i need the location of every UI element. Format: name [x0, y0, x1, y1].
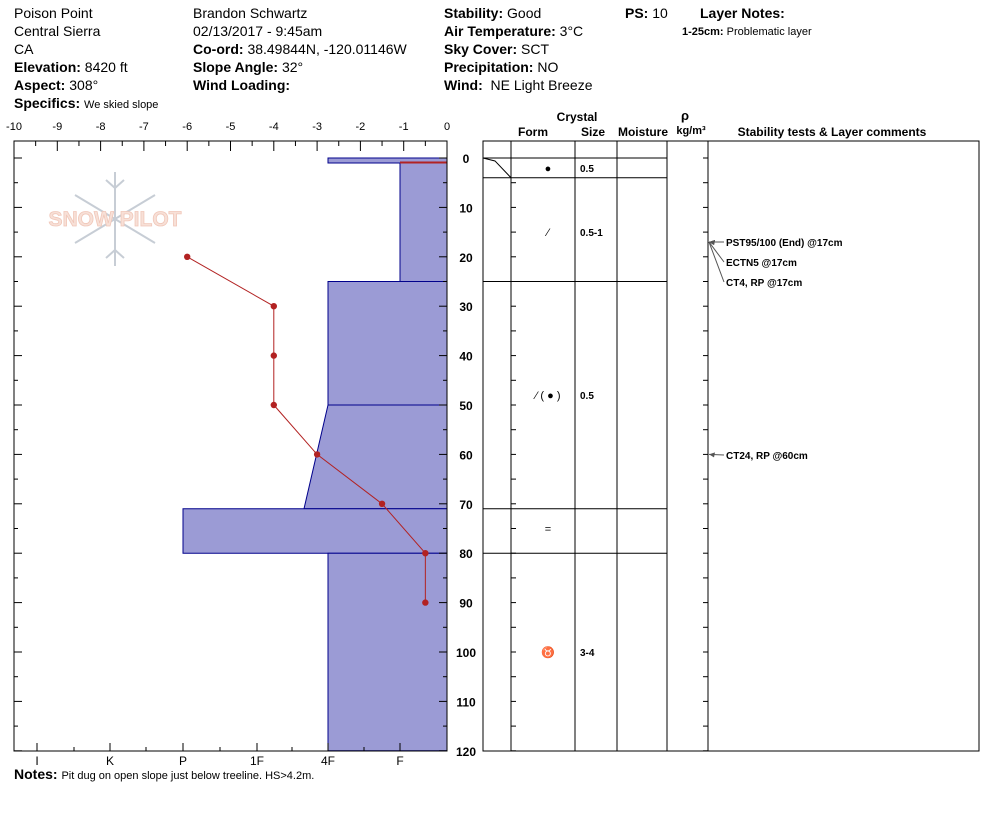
temperature-axis: -10 -9 -8 -7 -6 -5 -4 -3 -2 -1 0 — [6, 121, 450, 151]
temperature-tick-label: -10 — [6, 121, 22, 133]
stability-test-pointer — [709, 242, 724, 282]
hardness-layer — [400, 163, 447, 282]
temperature-tick-label: -7 — [139, 121, 149, 133]
crystal-header: Crystal — [557, 110, 598, 124]
hardness-tick-label: 1F — [250, 754, 264, 768]
crystal-size: 0.5-1 — [580, 228, 603, 239]
temperature-tick-label: -6 — [182, 121, 192, 133]
depth-tick-label: 10 — [459, 201, 473, 215]
depth-tick-label: 60 — [459, 448, 473, 462]
crystal-form: ● — [545, 163, 552, 175]
depth-tick-label: 30 — [459, 300, 473, 314]
crystal-size: 3-4 — [580, 648, 595, 659]
temperature-tick-label: -3 — [312, 121, 322, 133]
stability-test-pointer — [709, 242, 724, 262]
depth-tick-label: 100 — [456, 646, 476, 660]
logo-text: SNOW PILOT — [49, 208, 182, 231]
temperature-point — [422, 550, 428, 556]
hardness-tick-label: I — [35, 754, 38, 768]
temperature-tick-label: -9 — [52, 121, 62, 133]
temperature-point — [314, 451, 320, 457]
stability-header: Stability tests & Layer comments — [738, 125, 927, 139]
density-unit-header: kg/m³ — [676, 125, 706, 137]
depth-tick-label: 90 — [459, 597, 473, 611]
size-header: Size — [581, 125, 605, 139]
hardness-tick-label: K — [106, 754, 114, 768]
temperature-point — [379, 501, 385, 507]
stability-test-label: CT24, RP @60cm — [726, 451, 808, 462]
depth-tick-label: 40 — [459, 350, 473, 364]
hardness-layer — [304, 405, 447, 509]
temperature-point — [422, 599, 428, 605]
layer-table: Crystal Form Size Moisture ρ kg/m³ Stability t… — [483, 108, 979, 751]
crystal-size: 0.5 — [580, 391, 594, 402]
stability-test-label: ECTN5 @17cm — [726, 258, 797, 269]
hardness-layer — [328, 553, 447, 751]
temperature-point — [271, 352, 277, 358]
hardness-tick-label: P — [179, 754, 187, 768]
hardness-layer — [328, 282, 447, 406]
rho-header: ρ — [681, 108, 689, 123]
snowpilot-logo: SNOW PILOT — [49, 172, 182, 266]
stability-test-label: PST95/100 (End) @17cm — [726, 238, 843, 249]
depth-tick-label: 80 — [459, 547, 473, 561]
temperature-point — [184, 254, 190, 260]
crystal-form: ♉ — [541, 646, 555, 659]
temperature-point — [271, 402, 277, 408]
crystal-size: 0.5 — [580, 164, 594, 175]
hardness-tick-label: F — [396, 754, 403, 768]
moisture-header: Moisture — [618, 125, 668, 139]
depth-tick-label: 20 — [459, 251, 473, 265]
temperature-tick-label: 0 — [444, 121, 450, 133]
temperature-tick-label: -8 — [96, 121, 106, 133]
depth-tick-label: 50 — [459, 399, 473, 413]
hardness-tick-label: 4F — [321, 754, 335, 768]
temperature-point — [271, 303, 277, 309]
hardness-layer — [183, 509, 447, 553]
temperature-tick-label: -1 — [399, 121, 409, 133]
crystal-form: ⁄ ( ● ) — [533, 390, 561, 402]
stability-test-arrowhead — [709, 452, 715, 457]
temperature-tick-label: -5 — [226, 121, 236, 133]
temperature-tick-label: -4 — [269, 121, 279, 133]
stability-tests: PST95/100 (End) @17cm ECTN5 @17cm CT4, RP … — [709, 238, 843, 462]
crystal-form: ⁄ — [544, 227, 551, 239]
depth-tick-label: 70 — [459, 498, 473, 512]
table-border — [483, 141, 979, 751]
form-header: Form — [518, 125, 548, 139]
depth-tick-label: 0 — [463, 152, 470, 166]
depth-tick-label: 110 — [456, 695, 476, 709]
temperature-tick-label: -2 — [356, 121, 366, 133]
depth-tick-label: 120 — [456, 745, 476, 759]
crystal-form: = — [545, 524, 551, 536]
stability-test-label: CT4, RP @17cm — [726, 278, 802, 289]
layer-connector — [483, 158, 511, 178]
